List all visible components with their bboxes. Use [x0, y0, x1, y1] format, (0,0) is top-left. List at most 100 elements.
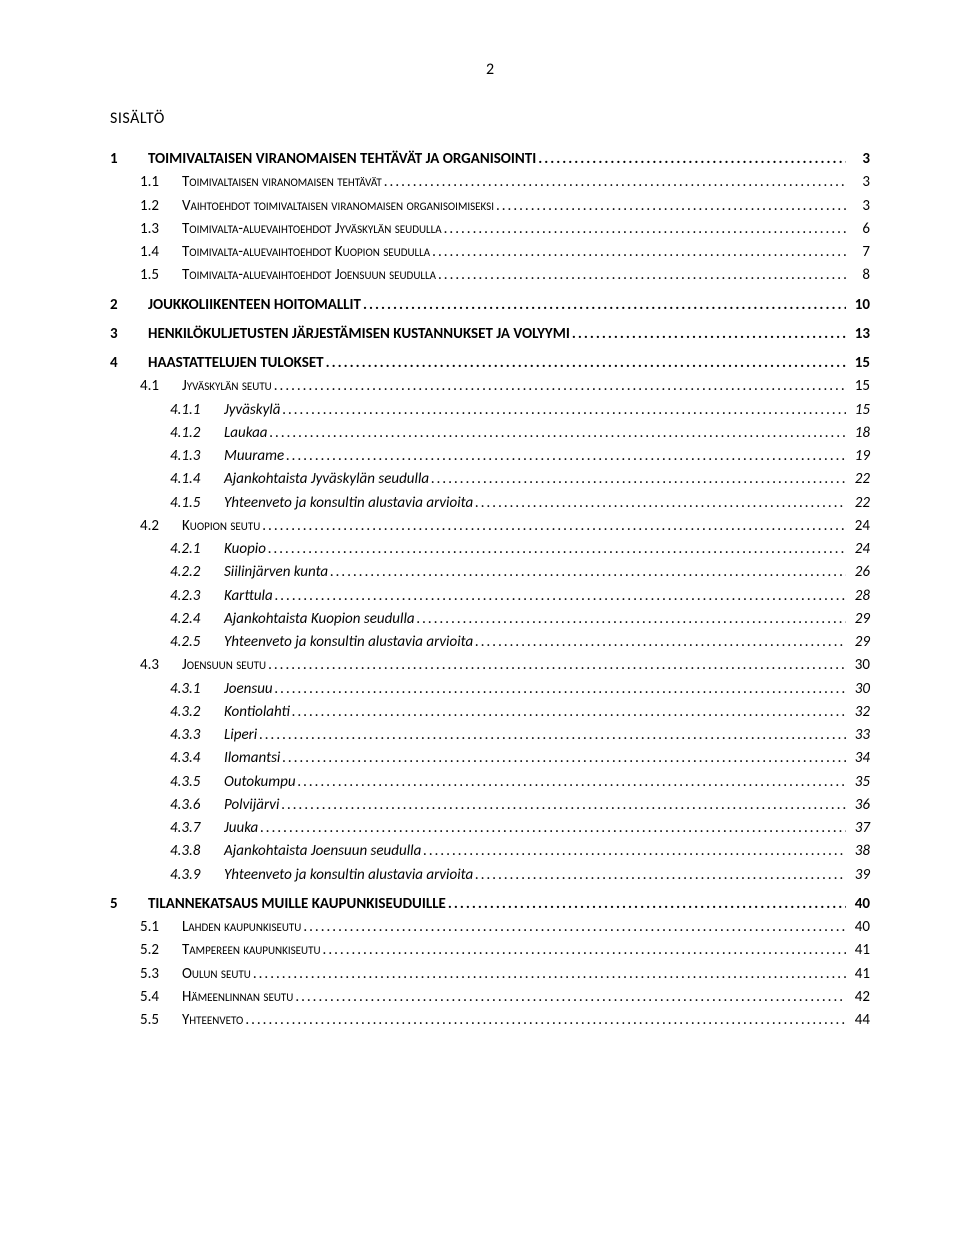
toc-entry: 1.4 Toimivalta-aluevaihtoehdot Kuopion se… — [110, 241, 870, 264]
toc-entry-label: Ilomantsi — [224, 747, 280, 770]
toc-entry-number: 1 — [110, 148, 128, 171]
toc-entry-label: Juuka — [224, 817, 258, 840]
toc-entry-number: 3 — [110, 323, 128, 346]
toc-entry: 4.3Joensuun seutu30 — [110, 654, 870, 677]
toc-entry-label: Muurame — [224, 445, 284, 468]
toc-entry-number: 1.4 — [140, 241, 168, 264]
toc-entry-page: 24 — [848, 538, 870, 561]
toc-entry-number: 4.3.3 — [170, 724, 210, 747]
toc-entry-page: 37 — [848, 817, 870, 840]
toc-entry: 4HAASTATTELUJEN TULOKSET15 — [110, 352, 870, 375]
toc-entry-page: 13 — [848, 323, 870, 346]
toc-entry-page: 30 — [848, 654, 870, 677]
toc-entry-label: Jyväskylän seutu — [182, 375, 272, 398]
toc-entry-label: TILANNEKATSAUS MUILLE KAUPUNKISEUDUILLE — [148, 893, 446, 916]
toc-entry-label: Ajankohtaista Kuopion seudulla — [224, 608, 415, 631]
toc-title: SISÄLTÖ — [110, 109, 870, 128]
toc-entry-label: Joensuun seutu — [182, 654, 266, 677]
toc-entry-label: Jyväskylä — [224, 399, 280, 422]
toc-entry-label: Oulun seutu — [182, 963, 251, 986]
toc-entry-number: 4 — [110, 352, 128, 375]
toc-leader-dots — [260, 817, 846, 840]
toc-entry-number: 4.2.4 — [170, 608, 210, 631]
toc-entry-number: 5 — [110, 893, 128, 916]
toc-entry-page: 38 — [848, 840, 870, 863]
toc-entry-number: 5.2 — [140, 939, 168, 962]
toc-leader-dots — [323, 939, 846, 962]
toc-entry: 4.1.2Laukaa18 — [110, 422, 870, 445]
toc-entry: 4.2.1Kuopio24 — [110, 538, 870, 561]
toc-entry: 4.3.5Outokumpu35 — [110, 771, 870, 794]
toc-entry-number: 4.1.3 — [170, 445, 210, 468]
toc-entry: 1.2Vaihtoehdot toimivaltaisen viranomais… — [110, 195, 870, 218]
toc-leader-dots — [475, 492, 846, 515]
toc-leader-dots — [262, 515, 846, 538]
toc-entry-label: HAASTATTELUJEN TULOKSET — [148, 352, 324, 375]
toc-entry: 4.1Jyväskylän seutu15 — [110, 375, 870, 398]
toc-entry-number: 4.2 — [140, 515, 168, 538]
toc-entry: 4.3.1Joensuu30 — [110, 678, 870, 701]
toc-leader-dots — [363, 294, 846, 317]
toc-entry: 5.1Lahden kaupunkiseutu40 — [110, 916, 870, 939]
toc-entry-page: 29 — [848, 631, 870, 654]
toc-entry-number: 4.1.1 — [170, 399, 210, 422]
toc-entry-number: 4.1.4 — [170, 468, 210, 491]
toc-entry-number: 1.5 — [140, 264, 168, 287]
toc-entry-label: HENKILÖKULJETUSTEN JÄRJESTÄMISEN KUSTANN… — [148, 323, 570, 346]
toc-leader-dots — [282, 747, 846, 770]
toc-entry-page: 28 — [848, 585, 870, 608]
toc-leader-dots — [330, 561, 846, 584]
toc-entry-label: Ajankohtaista Joensuun seudulla — [224, 840, 421, 863]
toc-entry-page: 34 — [848, 747, 870, 770]
toc-entry-page: 33 — [848, 724, 870, 747]
toc-entry-number: 1.1 — [140, 171, 168, 194]
toc-entry-number: 4.1 — [140, 375, 168, 398]
toc-entry-label: Liperi — [224, 724, 257, 747]
toc-entry: 4.3.2Kontiolahti32 — [110, 701, 870, 724]
toc-entry-label: Tampereen kaupunkiseutu — [182, 939, 321, 962]
toc-entry-page: 39 — [848, 864, 870, 887]
toc-leader-dots — [274, 375, 846, 398]
toc-entry-label: Kuopion seutu — [182, 515, 260, 538]
toc-entry-page: 19 — [848, 445, 870, 468]
toc-leader-dots — [303, 916, 846, 939]
toc-entry-label: Siilinjärven kunta — [224, 561, 328, 584]
toc-entry-number: 4.3.5 — [170, 771, 210, 794]
toc-leader-dots — [444, 218, 846, 241]
toc-container: 1TOIMIVALTAISEN VIRANOMAISEN TEHTÄVÄT JA… — [110, 148, 870, 1032]
toc-entry-page: 24 — [848, 515, 870, 538]
toc-leader-dots — [384, 171, 846, 194]
toc-leader-dots — [475, 631, 846, 654]
toc-entry: 4.3.8 Ajankohtaista Joensuun seudulla 38 — [110, 840, 870, 863]
toc-leader-dots — [245, 1009, 846, 1032]
toc-entry: 4.2.3Karttula28 — [110, 585, 870, 608]
toc-entry: 4.2.2Siilinjärven kunta26 — [110, 561, 870, 584]
toc-entry: 4.1.5Yhteenveto ja konsultin alustavia a… — [110, 492, 870, 515]
toc-entry-number: 1.2 — [140, 195, 168, 218]
toc-entry: 5.5Yhteenveto44 — [110, 1009, 870, 1032]
toc-entry-number: 4.2.3 — [170, 585, 210, 608]
toc-entry-number: 5.4 — [140, 986, 168, 1009]
toc-entry-label: Toimivalta-aluevaihtoehdot Kuopion seudu… — [182, 241, 430, 264]
toc-entry-number: 4.3.7 — [170, 817, 210, 840]
toc-entry-label: Yhteenveto ja konsultin alustavia arvioi… — [224, 864, 473, 887]
toc-entry-label: Ajankohtaista Jyväskylän seudulla — [224, 468, 429, 491]
toc-leader-dots — [270, 422, 847, 445]
toc-entry-page: 36 — [848, 794, 870, 817]
toc-entry: 1.5Toimivalta-aluevaihtoehdot Joensuun s… — [110, 264, 870, 287]
toc-entry: 4.3.7 Juuka 37 — [110, 817, 870, 840]
toc-entry: 2JOUKKOLIIKENTEEN HOITOMALLIT10 — [110, 294, 870, 317]
toc-entry: 1.1Toimivaltaisen viranomaisen tehtävät3 — [110, 171, 870, 194]
toc-entry-page: 10 — [848, 294, 870, 317]
toc-entry-page: 29 — [848, 608, 870, 631]
toc-entry: 4.1.1Jyväskylä15 — [110, 399, 870, 422]
toc-entry: 5.4Hämeenlinnan seutu42 — [110, 986, 870, 1009]
toc-entry-label: Yhteenveto ja konsultin alustavia arvioi… — [224, 492, 473, 515]
toc-entry: 5.2Tampereen kaupunkiseutu41 — [110, 939, 870, 962]
toc-entry: 4.2.4 Ajankohtaista Kuopion seudulla 29 — [110, 608, 870, 631]
toc-leader-dots — [259, 724, 846, 747]
toc-entry-number: 4.3.8 — [170, 840, 210, 863]
toc-leader-dots — [286, 445, 846, 468]
toc-leader-dots — [253, 963, 846, 986]
toc-leader-dots — [423, 840, 846, 863]
